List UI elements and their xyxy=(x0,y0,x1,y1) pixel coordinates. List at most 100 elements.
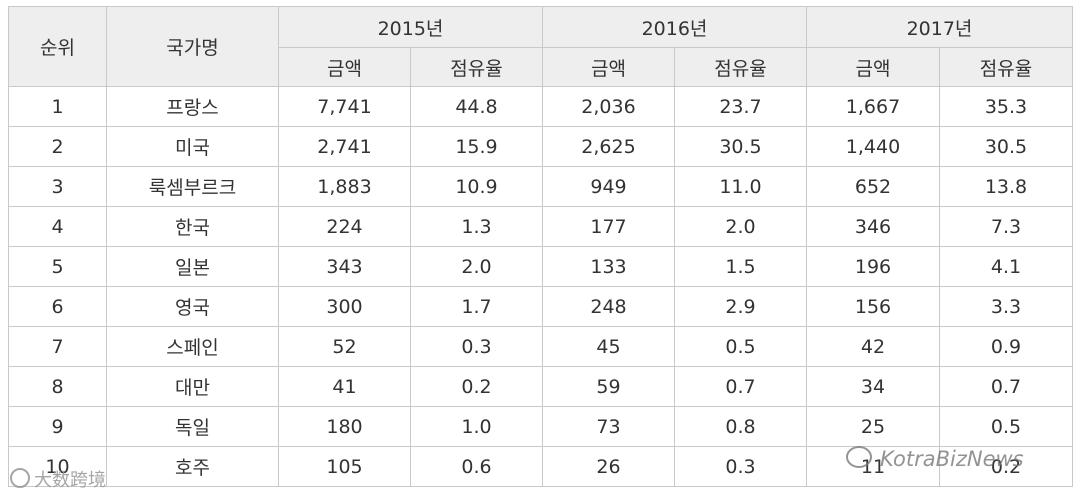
table-row: 6 영국 300 1.7 248 2.9 156 3.3 xyxy=(8,286,1073,327)
share-2017-cell: 0.5 xyxy=(939,406,1073,447)
share-header: 점유율 xyxy=(674,47,807,87)
amount-header: 금액 xyxy=(806,47,940,87)
share-2015-cell: 0.6 xyxy=(410,446,543,487)
amount-header: 금액 xyxy=(278,47,411,87)
share-2017-cell: 30.5 xyxy=(939,126,1073,167)
rank-cell: 7 xyxy=(8,326,107,367)
header-row-metrics: 금액 점유율 금액 점유율 금액 점유율 xyxy=(9,47,1073,87)
country-cell: 미국 xyxy=(106,126,279,167)
amount-2017-cell: 156 xyxy=(806,286,940,327)
rank-header: 순위 xyxy=(8,6,107,87)
share-2016-cell: 2.0 xyxy=(674,206,807,247)
share-2015-cell: 0.2 xyxy=(410,366,543,407)
amount-2016-cell: 2,036 xyxy=(542,86,675,127)
share-2015-cell: 15.9 xyxy=(410,126,543,167)
table-row: 1 프랑스 7,741 44.8 2,036 23.7 1,667 35.3 xyxy=(8,86,1073,127)
share-2015-cell: 2.0 xyxy=(410,246,543,287)
country-cell: 스페인 xyxy=(106,326,279,367)
amount-2015-cell: 52 xyxy=(278,326,411,367)
amount-2016-cell: 177 xyxy=(542,206,675,247)
year-2015-header: 2015년 xyxy=(278,6,543,48)
watermark-right-text: KotraBizNews xyxy=(880,447,1024,471)
amount-2017-cell: 346 xyxy=(806,206,940,247)
share-2016-cell: 0.3 xyxy=(674,446,807,487)
share-2016-cell: 2.9 xyxy=(674,286,807,327)
country-cell: 호주 xyxy=(106,446,279,487)
amount-2016-cell: 248 xyxy=(542,286,675,327)
rank-cell: 1 xyxy=(8,86,107,127)
share-2016-cell: 0.7 xyxy=(674,366,807,407)
amount-2017-cell: 652 xyxy=(806,166,940,207)
amount-2016-cell: 26 xyxy=(542,446,675,487)
amount-2016-cell: 45 xyxy=(542,326,675,367)
amount-2016-cell: 2,625 xyxy=(542,126,675,167)
table-body: 1 프랑스 7,741 44.8 2,036 23.7 1,667 35.3 2 미국 2,741 1… xyxy=(8,86,1073,487)
country-amount-share-table: 순위 국가명 2015년 2016년 2017년 금액 점유율 금액 점유율 금… xyxy=(8,6,1073,487)
rank-cell: 9 xyxy=(8,406,107,447)
amount-2015-cell: 2,741 xyxy=(278,126,411,167)
watermark-right: KotraBizNews xyxy=(846,446,1024,471)
rank-cell: 2 xyxy=(8,126,107,167)
amount-2016-cell: 133 xyxy=(542,246,675,287)
amount-2015-cell: 1,883 xyxy=(278,166,411,207)
amount-2015-cell: 7,741 xyxy=(278,86,411,127)
share-2017-cell: 3.3 xyxy=(939,286,1073,327)
country-header: 국가명 xyxy=(106,6,279,87)
country-cell: 한국 xyxy=(106,206,279,247)
table-row: 2 미국 2,741 15.9 2,625 30.5 1,440 30.5 xyxy=(8,126,1073,167)
amount-2017-cell: 25 xyxy=(806,406,940,447)
amount-2016-cell: 59 xyxy=(542,366,675,407)
table-row: 4 한국 224 1.3 177 2.0 346 7.3 xyxy=(8,206,1073,247)
country-cell: 대만 xyxy=(106,366,279,407)
rank-cell: 8 xyxy=(8,366,107,407)
amount-2015-cell: 300 xyxy=(278,286,411,327)
rank-cell: 3 xyxy=(8,166,107,207)
table-row: 3 룩셈부르크 1,883 10.9 949 11.0 652 13.8 xyxy=(8,166,1073,207)
share-2015-cell: 0.3 xyxy=(410,326,543,367)
year-2017-header: 2017년 xyxy=(806,6,1073,48)
share-header: 점유율 xyxy=(410,47,543,87)
share-2016-cell: 0.8 xyxy=(674,406,807,447)
watermark-left: 大数跨境 xyxy=(10,466,106,492)
share-2017-cell: 0.9 xyxy=(939,326,1073,367)
amount-2017-cell: 42 xyxy=(806,326,940,367)
table-header: 순위 국가명 2015년 2016년 2017년 금액 점유율 금액 점유율 금… xyxy=(8,6,1073,87)
country-cell: 독일 xyxy=(106,406,279,447)
share-2016-cell: 30.5 xyxy=(674,126,807,167)
share-2015-cell: 10.9 xyxy=(410,166,543,207)
country-cell: 룩셈부르크 xyxy=(106,166,279,207)
share-2015-cell: 44.8 xyxy=(410,86,543,127)
share-2015-cell: 1.0 xyxy=(410,406,543,447)
table-row: 8 대만 41 0.2 59 0.7 34 0.7 xyxy=(8,366,1073,407)
amount-2017-cell: 1,667 xyxy=(806,86,940,127)
watermark-left-text: 大数跨境 xyxy=(34,470,106,491)
share-2017-cell: 13.8 xyxy=(939,166,1073,207)
share-2017-cell: 0.7 xyxy=(939,366,1073,407)
share-2016-cell: 1.5 xyxy=(674,246,807,287)
year-2016-header: 2016년 xyxy=(542,6,807,48)
amount-2015-cell: 180 xyxy=(278,406,411,447)
share-header: 점유율 xyxy=(939,47,1073,87)
share-2016-cell: 23.7 xyxy=(674,86,807,127)
amount-2015-cell: 105 xyxy=(278,446,411,487)
table-row: 5 일본 343 2.0 133 1.5 196 4.1 xyxy=(8,246,1073,287)
share-2017-cell: 4.1 xyxy=(939,246,1073,287)
share-2016-cell: 0.5 xyxy=(674,326,807,367)
share-2015-cell: 1.7 xyxy=(410,286,543,327)
amount-2017-cell: 34 xyxy=(806,366,940,407)
amount-2016-cell: 949 xyxy=(542,166,675,207)
share-2017-cell: 0.2 xyxy=(939,446,1073,487)
rank-cell: 6 xyxy=(8,286,107,327)
amount-2015-cell: 343 xyxy=(278,246,411,287)
wechat-icon xyxy=(846,446,872,468)
amount-header: 금액 xyxy=(542,47,675,87)
share-2017-cell: 7.3 xyxy=(939,206,1073,247)
country-cell: 프랑스 xyxy=(106,86,279,127)
share-2015-cell: 1.3 xyxy=(410,206,543,247)
share-2017-cell: 35.3 xyxy=(939,86,1073,127)
table-row: 7 스페인 52 0.3 45 0.5 42 0.9 xyxy=(8,326,1073,367)
amount-2015-cell: 224 xyxy=(278,206,411,247)
amount-2016-cell: 73 xyxy=(542,406,675,447)
country-cell: 영국 xyxy=(106,286,279,327)
amount-2017-cell: 1,440 xyxy=(806,126,940,167)
